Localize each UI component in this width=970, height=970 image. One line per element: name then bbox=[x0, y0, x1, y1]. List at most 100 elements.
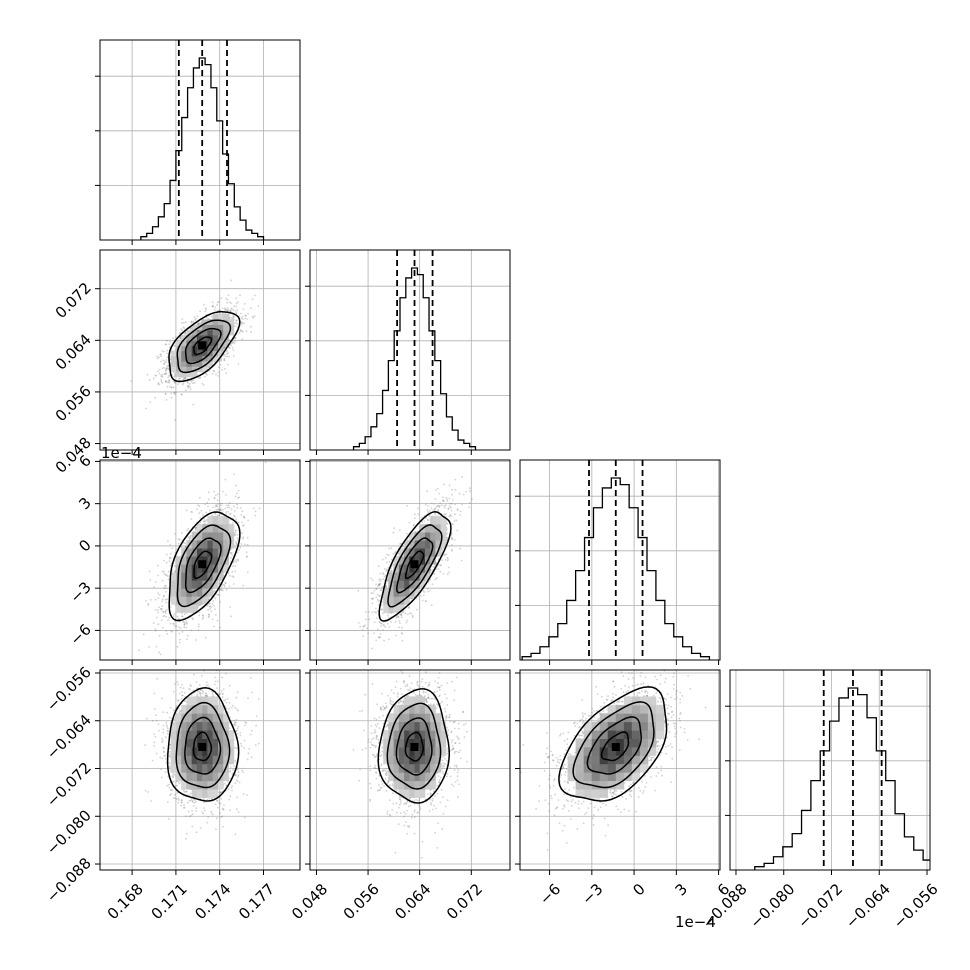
scatter-point bbox=[245, 330, 248, 333]
scatter-point bbox=[152, 377, 155, 380]
scatter-point bbox=[223, 585, 226, 588]
scatter-point bbox=[198, 512, 201, 514]
scatter-point bbox=[237, 496, 239, 499]
scatter-point bbox=[157, 611, 159, 614]
scatter-point bbox=[230, 317, 233, 319]
scatter-point bbox=[173, 391, 176, 394]
scatter-point bbox=[235, 518, 238, 520]
scatter-point bbox=[164, 587, 167, 590]
scatter-point bbox=[206, 374, 208, 376]
scatter-point bbox=[231, 575, 234, 578]
scatter-point bbox=[161, 570, 164, 573]
scatter-point bbox=[232, 355, 235, 357]
scatter-point bbox=[234, 559, 237, 561]
scatter-point bbox=[228, 355, 231, 358]
scatter-point bbox=[229, 347, 231, 349]
scatter-point bbox=[219, 502, 222, 505]
scatter-point bbox=[213, 370, 216, 373]
scatter-point bbox=[437, 487, 439, 490]
scatter-point bbox=[230, 344, 232, 347]
scatter-point bbox=[450, 502, 453, 505]
scatter-point bbox=[250, 331, 253, 333]
scatter-point bbox=[207, 491, 210, 494]
scatter-point bbox=[165, 629, 168, 632]
scatter-point bbox=[233, 325, 236, 328]
scatter-point bbox=[219, 626, 222, 629]
scatter-point bbox=[224, 355, 227, 357]
scatter-point bbox=[200, 509, 203, 512]
scatter-point bbox=[159, 353, 162, 356]
scatter-point bbox=[166, 339, 168, 342]
scatter-point bbox=[379, 633, 382, 635]
scatter-point bbox=[234, 565, 237, 567]
scatter-point bbox=[202, 513, 204, 516]
scatter-point bbox=[204, 310, 207, 313]
scatter-point bbox=[226, 504, 228, 507]
scatter-point bbox=[242, 308, 245, 311]
scatter-point bbox=[247, 519, 250, 522]
scatter-point bbox=[228, 301, 231, 304]
scatter-point bbox=[138, 649, 140, 652]
scatter-point bbox=[246, 571, 249, 574]
scatter-point bbox=[221, 585, 223, 588]
scatter-point bbox=[178, 381, 180, 384]
scatter-point bbox=[180, 627, 182, 630]
scatter-point bbox=[154, 396, 157, 399]
scatter-point bbox=[209, 509, 211, 512]
scatter-point bbox=[230, 508, 233, 511]
scatter-point bbox=[154, 374, 157, 377]
scatter-point bbox=[212, 600, 214, 603]
scatter-point bbox=[226, 298, 229, 301]
scatter-point bbox=[179, 337, 182, 339]
scatter-point bbox=[229, 574, 231, 577]
scatter-point bbox=[231, 570, 234, 573]
scatter-point bbox=[164, 380, 167, 383]
scatter-point bbox=[162, 626, 164, 629]
scatter-point bbox=[234, 570, 237, 573]
scatter-point bbox=[228, 502, 231, 504]
scatter-point bbox=[160, 375, 163, 378]
scatter-point bbox=[169, 340, 172, 343]
scatter-point bbox=[244, 543, 247, 546]
scatter-point bbox=[216, 304, 219, 306]
scatter-point bbox=[183, 377, 186, 379]
scatter-point bbox=[406, 619, 409, 622]
scatter-point bbox=[160, 619, 163, 621]
scatter-point bbox=[243, 322, 245, 325]
scatter-point bbox=[183, 321, 185, 324]
scatter-point bbox=[214, 597, 217, 599]
scatter-point bbox=[231, 340, 234, 343]
scatter-point bbox=[168, 380, 171, 383]
scatter-point bbox=[157, 597, 160, 599]
scatter-point bbox=[194, 639, 197, 641]
scatter-point bbox=[430, 502, 433, 505]
scatter-point bbox=[153, 586, 155, 588]
scatter-point bbox=[158, 356, 160, 359]
scatter-point bbox=[173, 625, 176, 627]
scatter-point bbox=[240, 321, 243, 324]
scatter-point bbox=[188, 384, 190, 387]
scatter-point bbox=[216, 505, 219, 508]
scatter-point bbox=[228, 316, 231, 319]
scatter-point bbox=[163, 614, 166, 617]
scatter-point bbox=[214, 505, 217, 508]
scatter-point bbox=[160, 374, 163, 377]
scatter-point bbox=[197, 377, 200, 379]
scatter-point bbox=[225, 350, 228, 353]
panel-border bbox=[99, 39, 301, 241]
scatter-point bbox=[251, 315, 254, 318]
scatter-point bbox=[157, 370, 160, 373]
scatter-point bbox=[217, 366, 220, 369]
scatter-point bbox=[167, 570, 170, 573]
scatter-point bbox=[149, 401, 152, 403]
scatter-point bbox=[206, 604, 209, 607]
scatter-point bbox=[234, 510, 236, 512]
scatter-point bbox=[251, 298, 254, 301]
scatter-point bbox=[399, 622, 401, 625]
histogram-1 bbox=[352, 267, 477, 450]
scatter-point bbox=[204, 307, 207, 310]
scatter-point bbox=[385, 561, 388, 564]
scatter-point bbox=[235, 560, 238, 563]
scatter-point bbox=[180, 328, 183, 330]
